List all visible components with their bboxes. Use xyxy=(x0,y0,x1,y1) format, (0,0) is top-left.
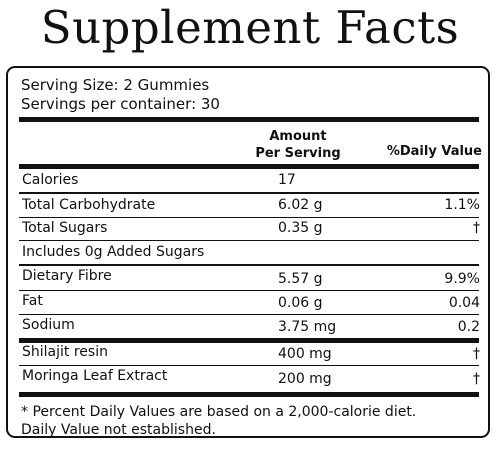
thick-divider-top xyxy=(19,117,479,122)
row-dv-dietary-fibre: 9.9% xyxy=(444,271,480,287)
row-label-calories: Calories xyxy=(22,172,79,188)
row-amount-total-sugars: 0.35 g xyxy=(278,220,323,236)
amount-header-line1: Amount xyxy=(269,129,327,144)
thick-divider-header xyxy=(19,164,479,169)
page-title: Supplement Facts xyxy=(40,1,460,54)
thick-divider-bottom xyxy=(19,392,479,397)
row-amount-shilajit-resin: 400 mg xyxy=(278,346,332,362)
row-label-total-sugars: Total Sugars xyxy=(22,220,108,236)
divider-calories xyxy=(19,192,479,194)
thick-divider-sodium xyxy=(19,338,479,343)
row-amount-sodium: 3.75 mg xyxy=(278,319,337,335)
row-label-shilajit-resin: Shilajit resin xyxy=(22,344,108,360)
row-dv-moringa-leaf-extract: † xyxy=(473,371,480,387)
row-amount-total-carbohydrate: 6.02 g xyxy=(278,197,323,213)
amount-per-serving-header: Amount Per Serving xyxy=(238,128,358,162)
divider-total-sugars xyxy=(19,240,479,241)
footnote-daily-values: * Percent Daily Values are based on a 2,… xyxy=(21,404,417,420)
supplement-facts-panel: Serving Size: 2 Gummies Servings per con… xyxy=(6,66,490,438)
row-dv-total-carbohydrate: 1.1% xyxy=(444,197,480,213)
row-amount-fat: 0.06 g xyxy=(278,295,323,311)
amount-header-line2: Per Serving xyxy=(255,146,341,161)
divider-total-carbohydrate xyxy=(19,217,479,218)
divider-fat xyxy=(19,314,479,315)
row-label-added-sugars: Includes 0g Added Sugars xyxy=(22,244,205,260)
row-dv-sodium: 0.2 xyxy=(457,319,480,335)
row-dv-shilajit-resin: † xyxy=(473,346,480,362)
divider-shilajit-resin xyxy=(19,365,479,366)
row-dv-fat: 0.04 xyxy=(448,295,480,311)
row-label-dietary-fibre: Dietary Fibre xyxy=(22,268,112,284)
divider-dietary-fibre xyxy=(19,290,479,291)
footnote-not-established: Daily Value not established. xyxy=(21,422,216,438)
row-label-moringa-leaf-extract: Moringa Leaf Extract xyxy=(22,368,168,384)
row-dv-total-sugars: † xyxy=(473,220,480,236)
servings-per-container: Servings per container: 30 xyxy=(21,95,220,113)
daily-value-header: %Daily Value xyxy=(386,144,482,159)
row-label-total-carbohydrate: Total Carbohydrate xyxy=(22,197,156,213)
row-label-sodium: Sodium xyxy=(22,317,75,333)
row-amount-dietary-fibre: 5.57 g xyxy=(278,271,323,287)
divider-added-sugars xyxy=(19,264,479,266)
row-label-fat: Fat xyxy=(22,293,43,309)
serving-size: Serving Size: 2 Gummies xyxy=(21,76,210,94)
row-amount-moringa-leaf-extract: 200 mg xyxy=(278,371,332,387)
row-amount-calories: 17 xyxy=(278,172,296,188)
